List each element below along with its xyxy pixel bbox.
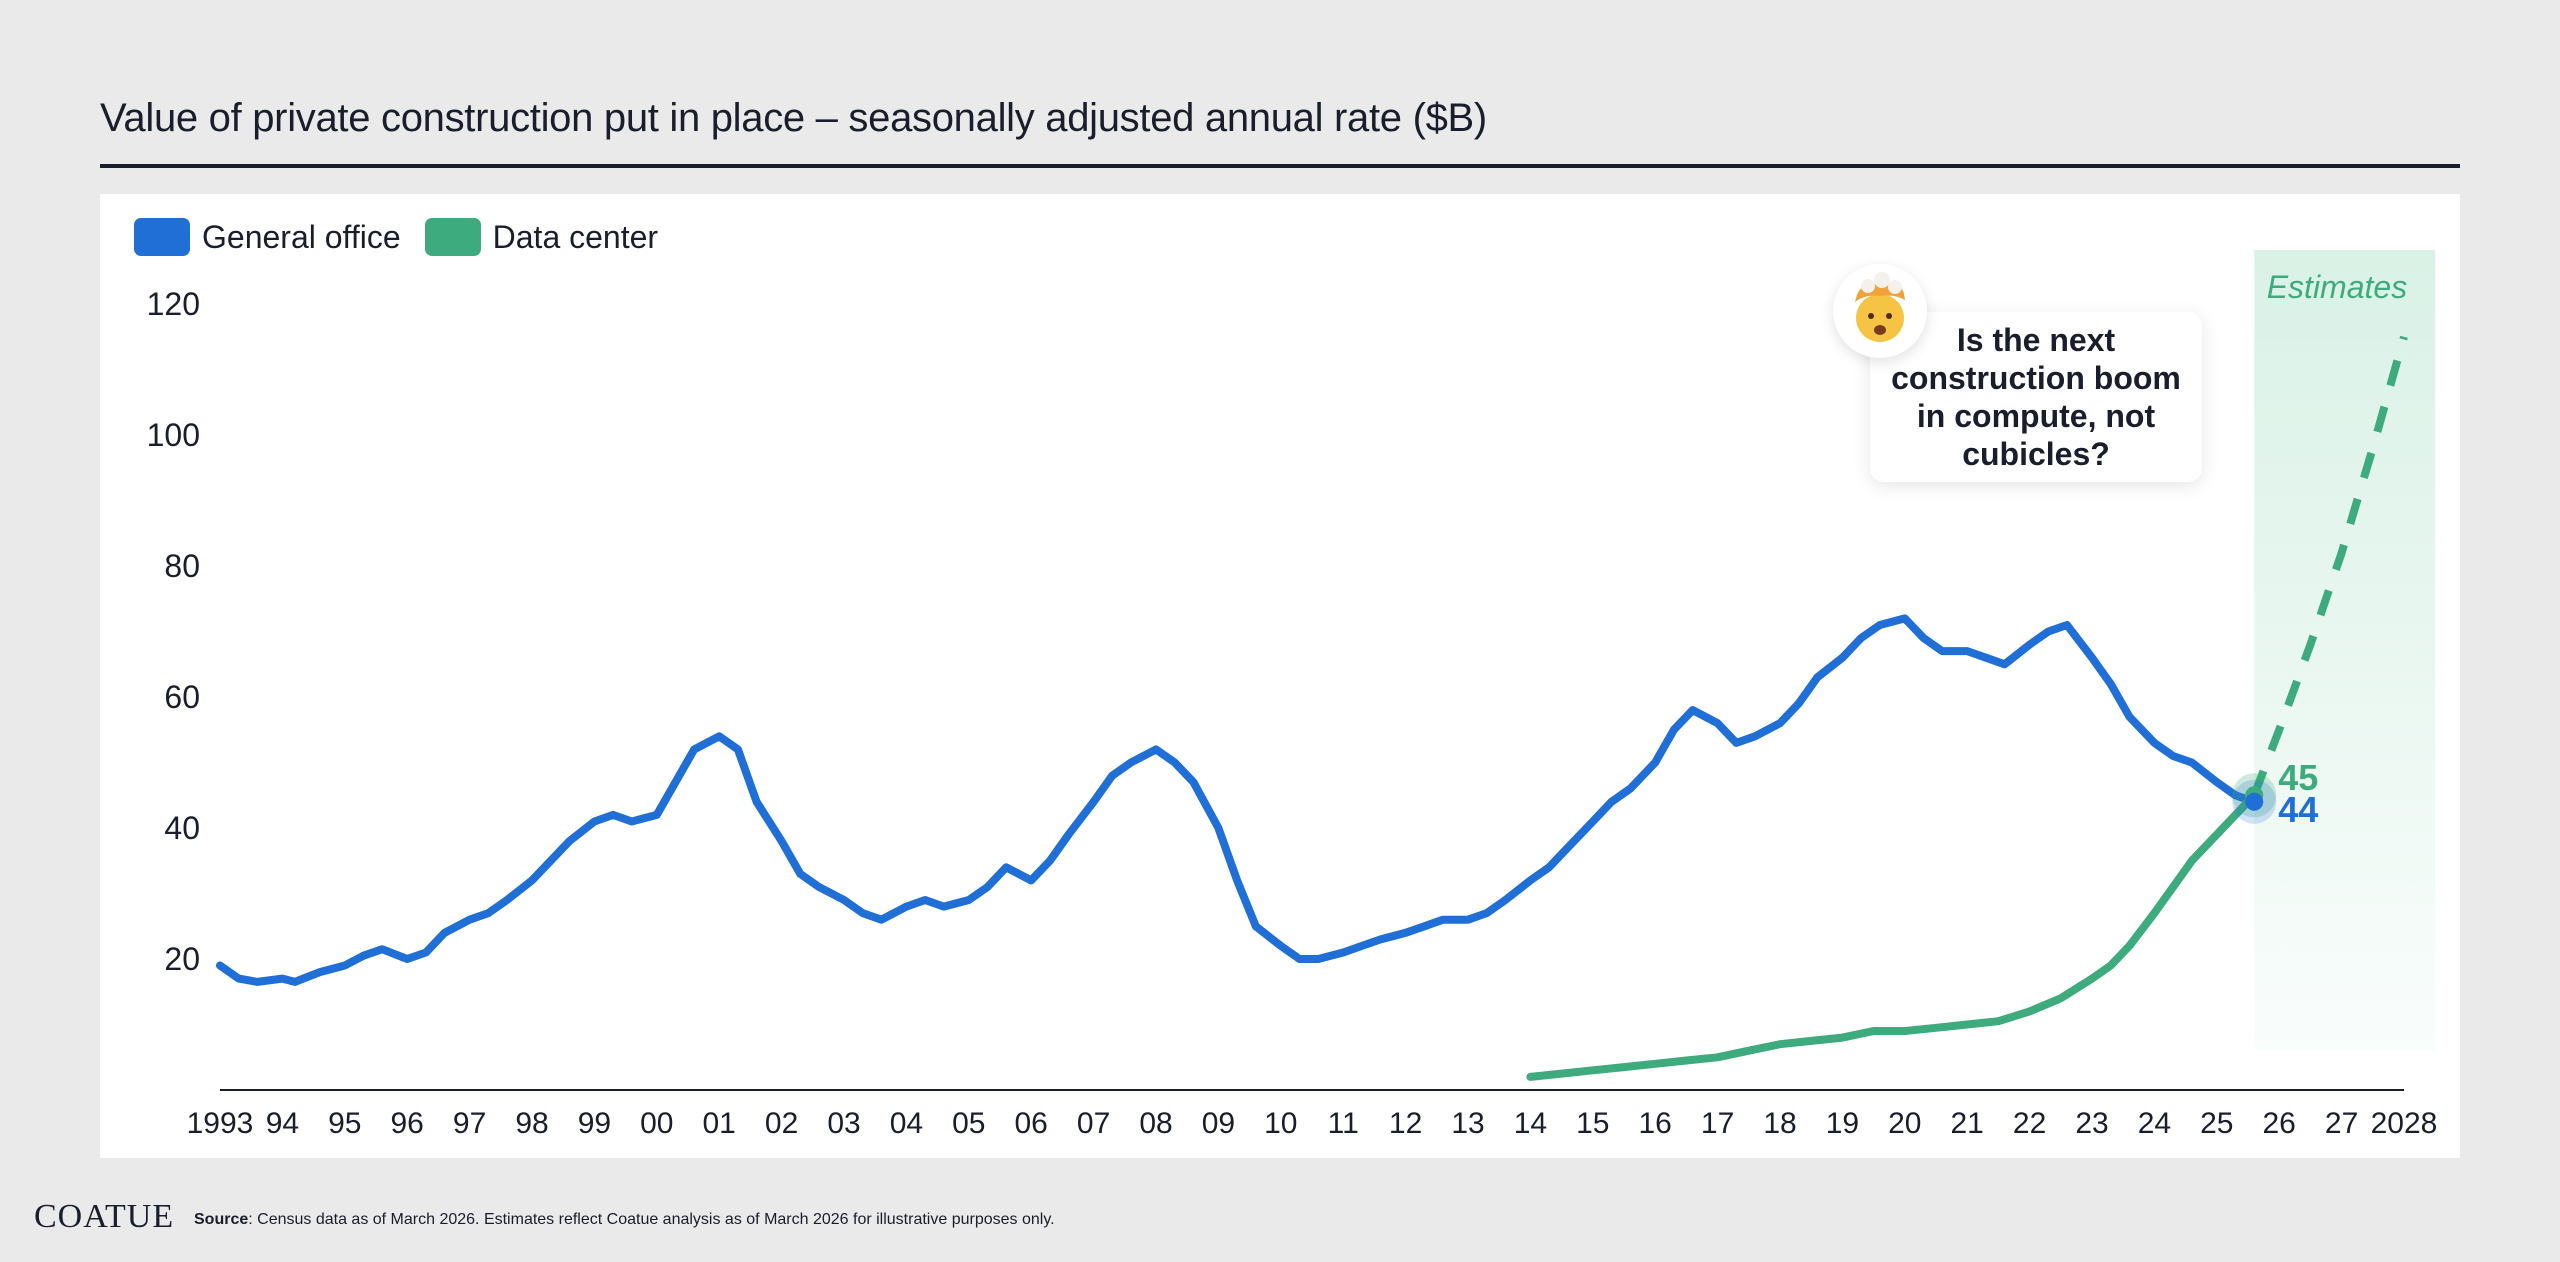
x-tick-label: 08 bbox=[1139, 1107, 1172, 1140]
x-tick-label: 03 bbox=[827, 1107, 860, 1140]
series-line-general-office bbox=[216, 614, 2259, 986]
x-tick-label: 97 bbox=[453, 1107, 486, 1140]
x-tick-label: 09 bbox=[1202, 1107, 1235, 1140]
callout-text: Is the next construction boom in compute… bbox=[1891, 322, 2181, 472]
x-tick-label: 17 bbox=[1701, 1107, 1734, 1140]
legend-label-data-center: Data center bbox=[492, 218, 659, 255]
x-tick-label: 15 bbox=[1576, 1107, 1609, 1140]
legend-swatch-general-office bbox=[134, 218, 190, 256]
chart-title: Value of private construction put in pla… bbox=[100, 96, 1487, 140]
x-tick-label: 12 bbox=[1389, 1107, 1422, 1140]
x-tick-label: 2028 bbox=[2371, 1107, 2438, 1140]
legend-item-general-office: General office bbox=[134, 218, 401, 256]
x-tick-label: 19 bbox=[1826, 1107, 1859, 1140]
y-tick-label: 120 bbox=[147, 286, 200, 322]
y-tick-label: 80 bbox=[164, 548, 200, 584]
x-tick-label: 1993 bbox=[187, 1107, 254, 1140]
x-tick-label: 01 bbox=[703, 1107, 736, 1140]
legend-swatch-data-center bbox=[424, 218, 481, 256]
x-tick-label: 11 bbox=[1328, 1107, 1359, 1140]
estimates-label: Estimates bbox=[2267, 269, 2407, 305]
x-tick-label: 07 bbox=[1077, 1107, 1110, 1140]
x-tick-label: 24 bbox=[2138, 1107, 2171, 1140]
x-tick-label: 94 bbox=[266, 1107, 299, 1140]
y-tick-label: 100 bbox=[147, 417, 200, 453]
x-tick-label: 06 bbox=[1015, 1107, 1048, 1140]
x-tick-label: 22 bbox=[2013, 1107, 2046, 1140]
end-label-general-office: 44 bbox=[2278, 789, 2318, 830]
title-divider bbox=[100, 164, 2460, 168]
x-tick-label: 23 bbox=[2075, 1107, 2108, 1140]
x-tick-label: 99 bbox=[578, 1107, 611, 1140]
x-tick-label: 05 bbox=[952, 1107, 985, 1140]
x-tick-label: 16 bbox=[1639, 1107, 1672, 1140]
emoji-bubble bbox=[1833, 264, 1927, 358]
source-text: : Census data as of March 2026. Estimate… bbox=[248, 1211, 1055, 1228]
x-tick-label: 21 bbox=[1951, 1107, 1984, 1140]
x-tick-label: 04 bbox=[890, 1107, 923, 1140]
y-tick-label: 60 bbox=[164, 679, 200, 715]
y-tick-label: 40 bbox=[164, 810, 200, 846]
x-tick-label: 26 bbox=[2263, 1107, 2296, 1140]
legend-item-data-center: Data center bbox=[424, 218, 659, 256]
callout-box: Is the next construction boom in compute… bbox=[1870, 312, 2202, 482]
series-line-data-center-estimate bbox=[2250, 335, 2408, 797]
series-line-data-center bbox=[1526, 791, 2259, 1081]
x-tick-label: 14 bbox=[1514, 1107, 1547, 1140]
x-tick-label: 20 bbox=[1888, 1107, 1921, 1140]
y-tick-label: 20 bbox=[164, 941, 200, 977]
general-office-end-point bbox=[2245, 792, 2264, 811]
source-note: Source: Census data as of March 2026. Es… bbox=[194, 1211, 1055, 1229]
x-tick-label: 25 bbox=[2200, 1107, 2233, 1140]
exploding-head-emoji-icon bbox=[1855, 272, 1905, 342]
end-label-data-center: 45 bbox=[2278, 757, 2318, 798]
x-tick-label: 02 bbox=[765, 1107, 798, 1140]
brand-logo: COATUE bbox=[34, 1198, 175, 1235]
x-tick-label: 27 bbox=[2325, 1107, 2358, 1140]
x-tick-label: 95 bbox=[328, 1107, 361, 1140]
x-tick-label: 13 bbox=[1451, 1107, 1484, 1140]
x-tick-label: 18 bbox=[1763, 1107, 1796, 1140]
x-tick-label: 98 bbox=[515, 1107, 548, 1140]
legend-label-general-office: General office bbox=[202, 218, 401, 255]
estimates-band bbox=[2254, 250, 2436, 1050]
x-tick-label: 96 bbox=[391, 1107, 424, 1140]
source-label: Source bbox=[194, 1211, 249, 1228]
chart-legend: General office Data center bbox=[134, 218, 682, 256]
x-tick-label: 10 bbox=[1264, 1107, 1297, 1140]
x-tick-label: 00 bbox=[640, 1107, 673, 1140]
